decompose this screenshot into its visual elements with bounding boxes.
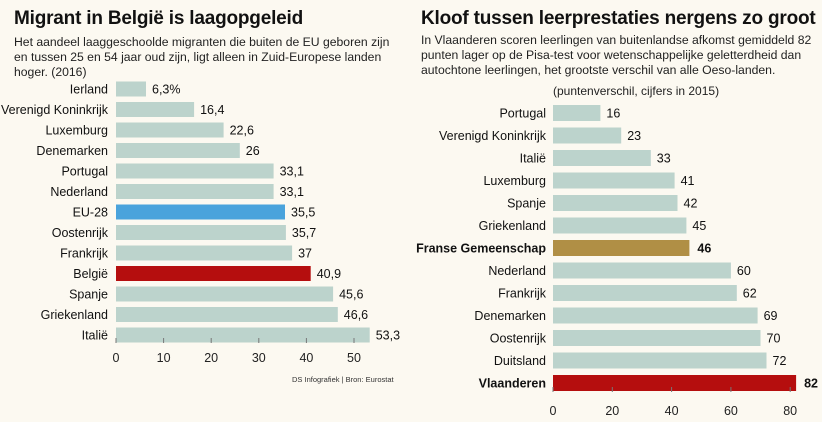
right-category-label: Vlaanderen xyxy=(479,377,546,391)
left-tick-label: 0 xyxy=(113,351,120,365)
left-category-label: Luxemburg xyxy=(45,124,108,138)
left-value-label: 6,3% xyxy=(152,83,181,97)
right-category-label: Verenigd Koninkrijk xyxy=(439,129,547,143)
left-value-label: 33,1 xyxy=(280,185,304,199)
right-value-label: 72 xyxy=(773,354,787,368)
left-tick-label: 30 xyxy=(252,351,266,365)
right-value-label: 45 xyxy=(692,219,706,233)
left-category-label: Portugal xyxy=(61,165,108,179)
left-bar xyxy=(116,184,274,199)
left-category-label: Nederland xyxy=(50,185,108,199)
right-bar xyxy=(553,352,767,369)
left-category-label: EU-28 xyxy=(73,206,108,220)
right-value-label: 23 xyxy=(627,129,641,143)
right-tick-label: 20 xyxy=(605,404,619,418)
left-bar xyxy=(116,102,195,117)
right-value-label: 46 xyxy=(697,242,711,256)
right-bar xyxy=(553,240,690,256)
right-category-label: Franse Gemeenschap xyxy=(416,242,546,256)
right-chart-title: Kloof tussen leerprestaties nergens zo g… xyxy=(421,8,816,29)
right-chart-note: (puntenverschil, cijfers in 2015) xyxy=(553,84,720,98)
right-bar xyxy=(553,172,675,189)
left-chart-subtitle: Het aandeel laaggeschoolde migranten die… xyxy=(14,35,390,79)
right-value-label: 70 xyxy=(767,332,781,346)
right-bar xyxy=(553,262,731,279)
left-value-label: 40,9 xyxy=(317,267,341,281)
right-bar xyxy=(553,307,758,324)
left-category-label: Oostenrijk xyxy=(52,226,109,240)
right-bar xyxy=(553,217,687,234)
right-tick-label: 0 xyxy=(550,404,557,418)
left-category-label: Griekenland xyxy=(41,308,108,322)
right-tick-label: 40 xyxy=(665,404,679,418)
right-value-label: 60 xyxy=(737,264,751,278)
left-bar xyxy=(116,163,274,179)
right-category-label: Italië xyxy=(520,152,546,166)
left-value-label: 22,6 xyxy=(230,124,254,138)
right-value-label: 62 xyxy=(743,287,757,301)
left-value-label: 16,4 xyxy=(200,103,224,117)
right-bar xyxy=(553,285,737,301)
left-category-label: Spanje xyxy=(69,288,108,302)
right-category-label: Frankrijk xyxy=(498,287,547,301)
left-bar xyxy=(116,327,370,343)
right-bar xyxy=(553,195,678,211)
left-category-label: Verenigd Koninkrijk xyxy=(1,103,109,117)
right-bar xyxy=(553,127,622,144)
left-bar xyxy=(116,225,286,240)
right-bar xyxy=(553,105,601,121)
left-bar xyxy=(116,245,293,261)
right-category-label: Portugal xyxy=(499,107,546,121)
right-value-label: 41 xyxy=(681,174,695,188)
right-category-label: Oostenrijk xyxy=(490,332,547,346)
right-category-label: Luxemburg xyxy=(483,174,546,188)
right-bar xyxy=(553,330,761,346)
right-value-label: 16 xyxy=(606,107,620,121)
left-chart-source: DS Infografiek | Bron: Eurostat xyxy=(292,375,394,384)
left-value-label: 33,1 xyxy=(280,165,304,179)
left-value-label: 45,6 xyxy=(339,288,363,302)
left-value-label: 35,7 xyxy=(292,226,316,240)
left-tick-label: 50 xyxy=(347,351,361,365)
left-bar xyxy=(116,122,224,138)
left-category-label: Frankrijk xyxy=(60,247,109,261)
left-tick-label: 10 xyxy=(157,351,171,365)
left-category-label: Denemarken xyxy=(36,144,108,158)
right-chart-subtitle: In Vlaanderen scoren leerlingen van buit… xyxy=(421,33,812,77)
right-value-label: 42 xyxy=(684,197,698,211)
right-category-label: Nederland xyxy=(488,264,546,278)
left-category-label: België xyxy=(73,267,108,281)
right-tick-label: 60 xyxy=(724,404,738,418)
right-value-label: 69 xyxy=(764,309,778,323)
right-bar xyxy=(553,375,797,391)
left-bar xyxy=(116,286,334,302)
left-chart-title: Migrant in België is laagopgeleid xyxy=(14,8,304,29)
left-tick-label: 40 xyxy=(299,351,313,365)
right-tick-label: 80 xyxy=(783,404,797,418)
right-category-label: Duitsland xyxy=(494,354,546,368)
left-tick-label: 20 xyxy=(204,351,218,365)
left-bar xyxy=(116,307,338,322)
left-value-label: 35,5 xyxy=(291,206,315,220)
left-bar xyxy=(116,143,240,158)
left-value-label: 26 xyxy=(246,144,260,158)
right-category-label: Spanje xyxy=(507,197,546,211)
left-bar xyxy=(116,204,285,220)
right-bar xyxy=(553,150,651,166)
left-value-label: 53,3 xyxy=(376,329,400,343)
right-category-label: Denemarken xyxy=(474,309,546,323)
left-bar xyxy=(116,81,146,97)
left-value-label: 37 xyxy=(298,247,312,261)
left-bar xyxy=(116,266,311,281)
right-value-label: 33 xyxy=(657,152,671,166)
right-value-label: 82 xyxy=(804,377,818,391)
left-category-label: Italië xyxy=(82,329,108,343)
left-value-label: 46,6 xyxy=(344,308,368,322)
left-category-label: Ierland xyxy=(70,83,108,97)
right-category-label: Griekenland xyxy=(479,219,546,233)
